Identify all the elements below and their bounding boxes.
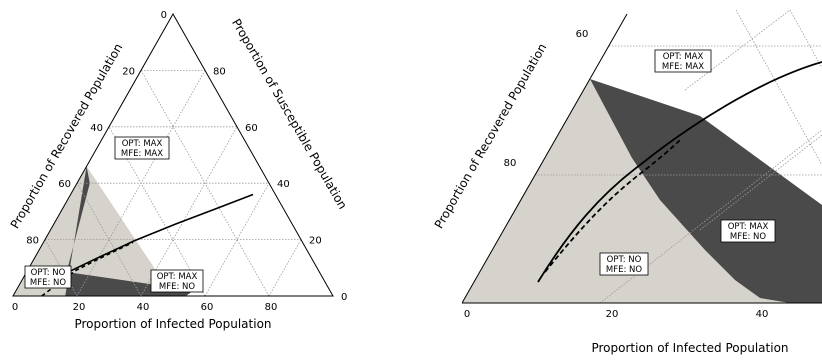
zoom-bottom-axis-label: Proportion of Infected Population: [591, 341, 788, 355]
region-light: [13, 166, 173, 296]
grid-line: [204, 183, 270, 297]
left-right-tick: 40: [277, 179, 290, 190]
right-zoomed-chart: [462, 10, 822, 304]
zoom-outside: [462, 10, 625, 303]
zoom-curve-solid: [537, 61, 822, 283]
zoom-grid-line: [735, 10, 822, 166]
left-bottom-tick: 40: [137, 302, 150, 313]
left-bottom-tick: 60: [201, 302, 214, 313]
annotation-box: [599, 252, 649, 276]
zoom-grid-line: [684, 10, 791, 91]
zoom-bottom-tick: 0: [464, 309, 470, 320]
triangle-frame: [12, 12, 334, 297]
annotation-line: OPT: NO: [31, 268, 66, 278]
annotation-line: MFE: NO: [159, 282, 196, 292]
annotation-line: MFE: NO: [30, 278, 67, 288]
left-left-tick: 0: [161, 10, 167, 21]
left-bottom-tick: 80: [265, 302, 278, 313]
annotation-line: MFE: MAX: [662, 62, 704, 72]
left-left-tick: 60: [58, 179, 71, 190]
left-bottom-tick: 0: [12, 302, 18, 313]
curve-solid: [59, 193, 254, 278]
annotation-line: OPT: MAX: [728, 222, 769, 232]
annotation-line: MFE: NO: [606, 265, 643, 275]
zoom-left-tick: 80: [504, 158, 517, 169]
annotation-box: [720, 219, 776, 243]
annotation-box: [24, 265, 72, 289]
zoom-curve-dashed: [544, 139, 681, 273]
zoom-region-dark: [590, 79, 822, 303]
zoom-bottom-tick: 20: [606, 309, 619, 320]
annotation-box: [654, 49, 712, 73]
left-ternary-chart: [12, 12, 334, 297]
annotation-line: OPT: NO: [607, 255, 642, 265]
left-bottom-axis-label: Proportion of Infected Population: [74, 317, 271, 331]
grid-line: [140, 70, 270, 297]
left-right-tick: 80: [213, 66, 226, 77]
annotation-line: MFE: NO: [730, 232, 767, 242]
annotation-box: [114, 136, 170, 160]
left-left-tick: 40: [90, 123, 103, 134]
left-left-tick: 80: [26, 236, 39, 247]
grid-line: [76, 183, 142, 297]
annotation-box: [150, 269, 204, 293]
zoom-grid-line: [789, 10, 822, 69]
grid-line: [44, 239, 78, 297]
annotation-line: OPT: MAX: [122, 139, 163, 149]
left-right-tick: 0: [341, 292, 347, 303]
zoom-region-white: [590, 10, 822, 205]
annotation-line: OPT: MAX: [157, 272, 198, 282]
left-bottom-tick: 20: [73, 302, 86, 313]
annotation-line: MFE: MAX: [121, 149, 163, 159]
region-dark: [65, 166, 194, 296]
grid-line: [268, 239, 302, 297]
zoom-grid-line: [599, 129, 822, 304]
zoom-left-edge: [462, 13, 628, 304]
zoom-left-tick: 60: [576, 29, 589, 40]
zoom-bottom-tick: 40: [756, 309, 769, 320]
annotation-line: OPT: MAX: [663, 52, 704, 62]
left-right-tick: 20: [309, 236, 322, 247]
left-left-tick: 20: [122, 66, 135, 77]
grid-line: [140, 126, 238, 297]
left-right-tick: 60: [245, 123, 258, 134]
